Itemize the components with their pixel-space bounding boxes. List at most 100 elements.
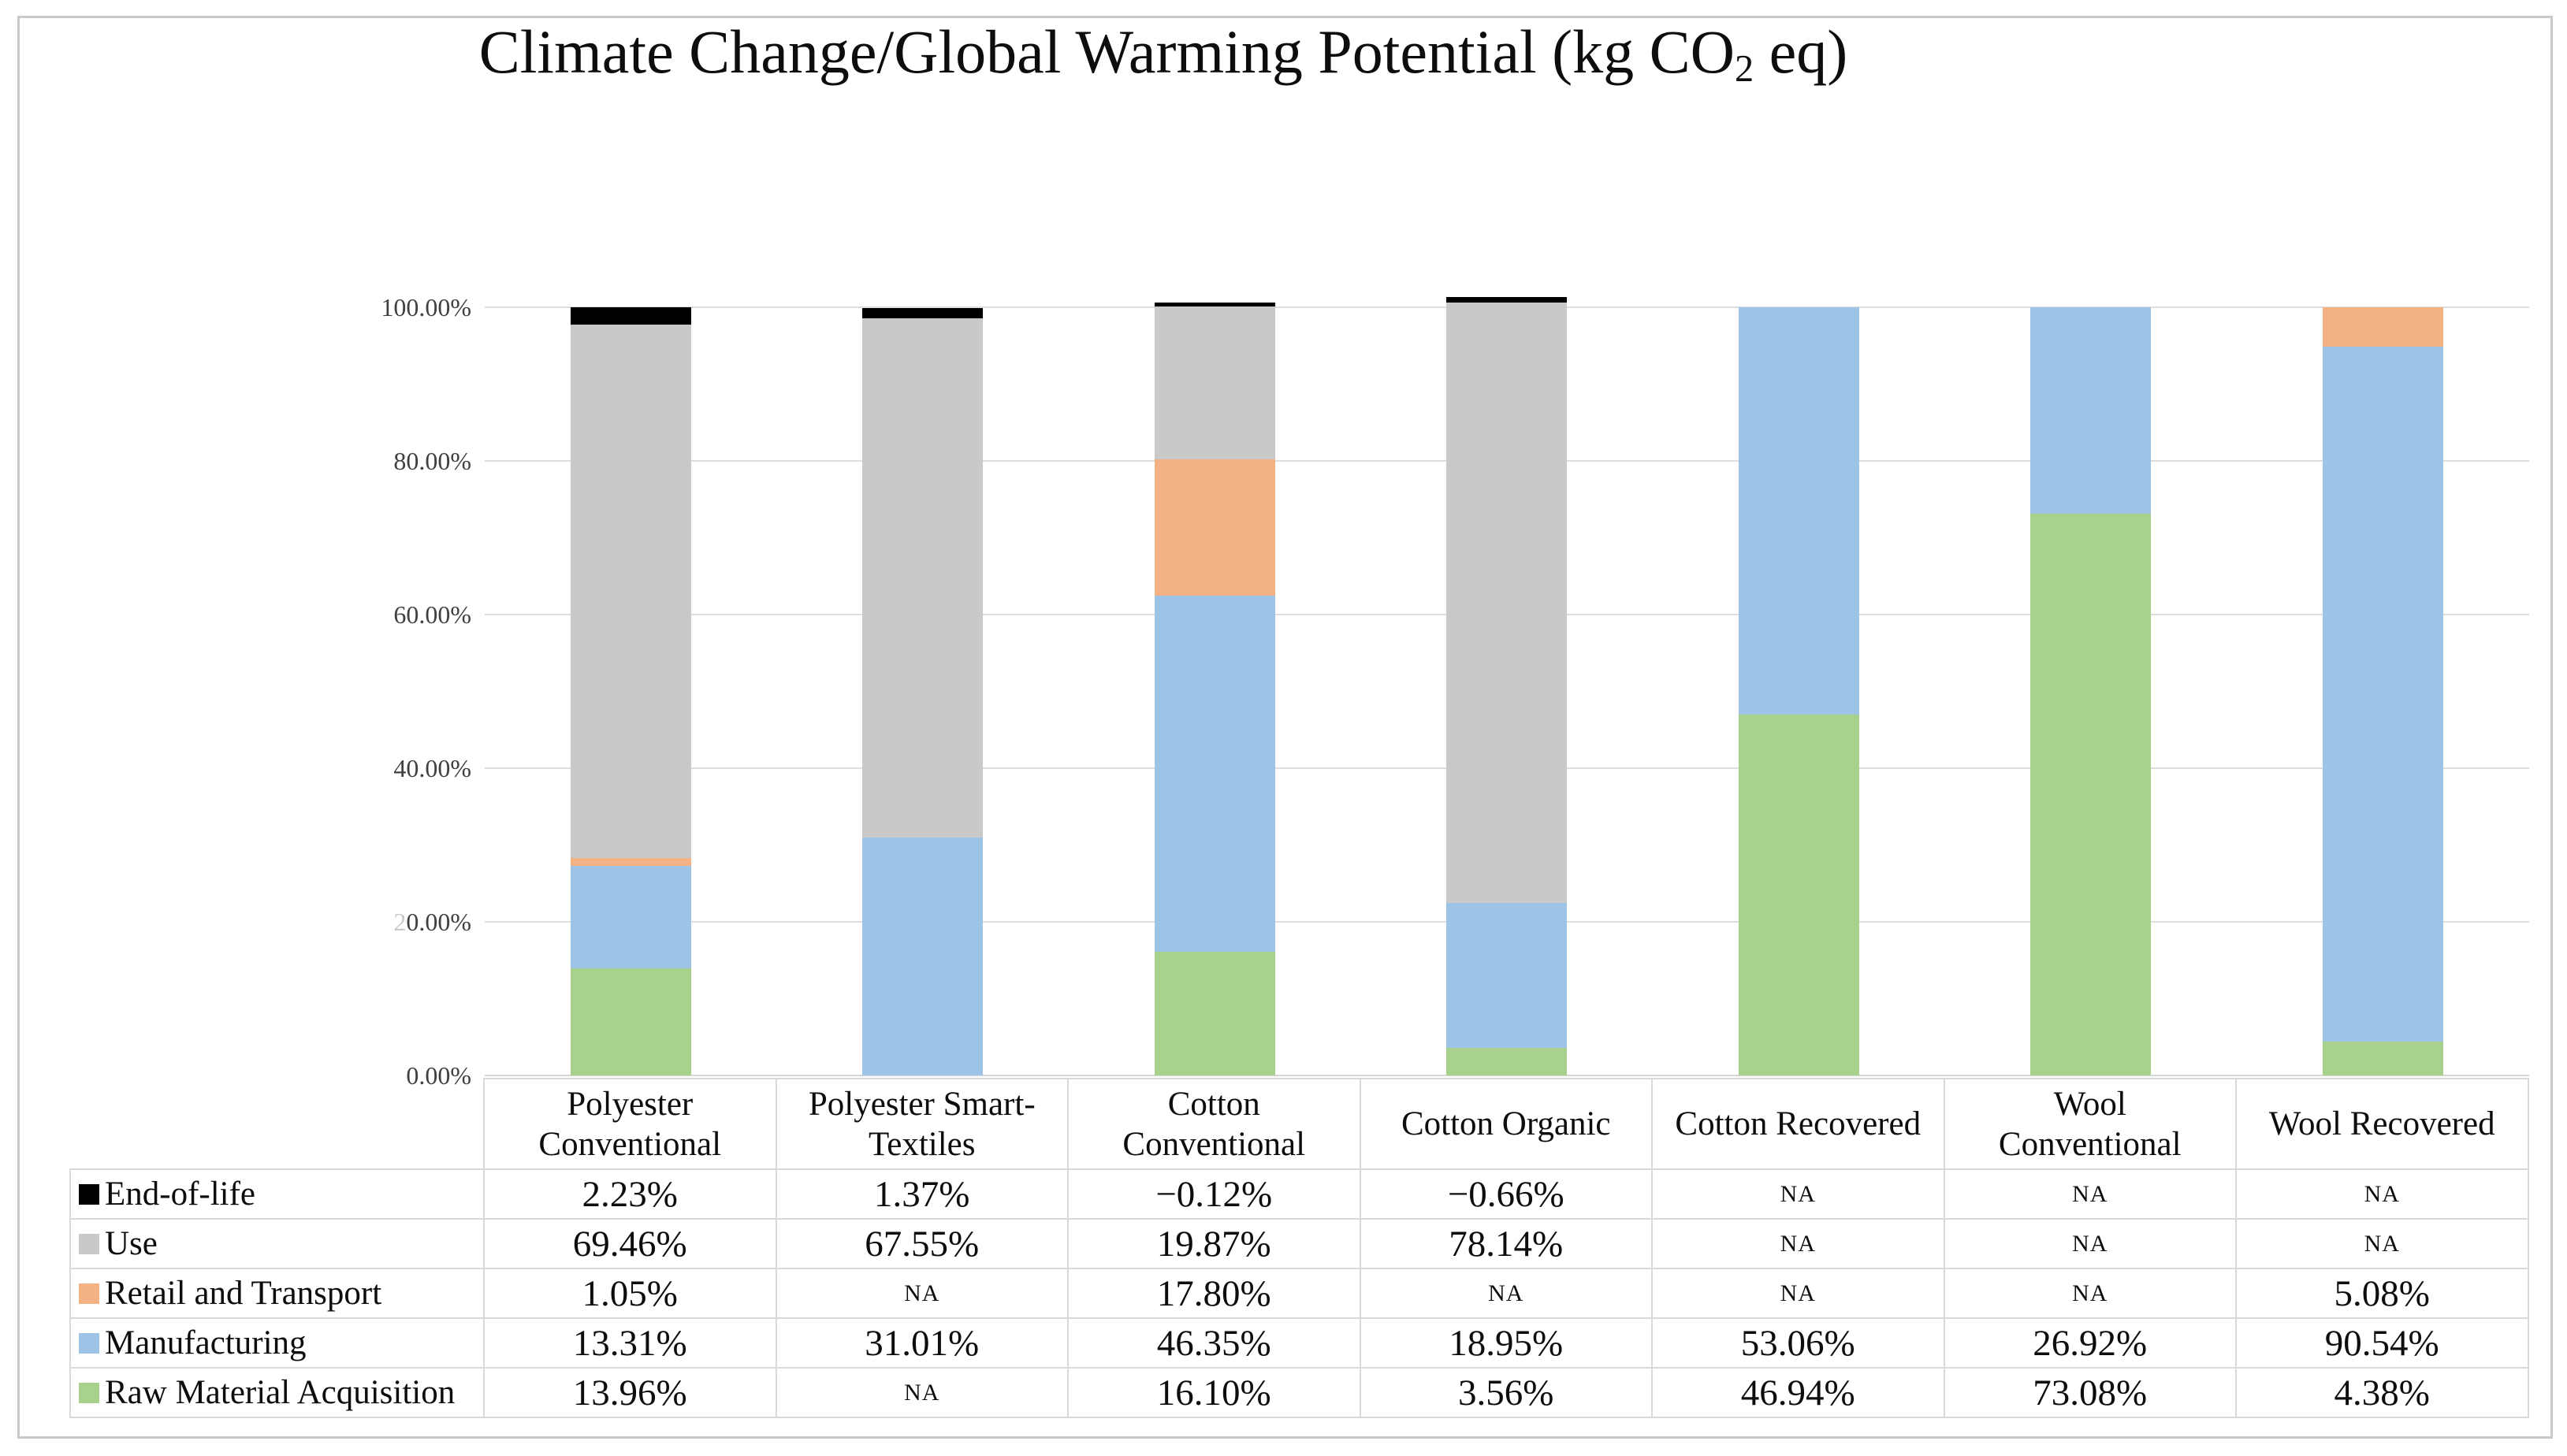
legend-cell-manufacturing: Manufacturing (69, 1319, 485, 1369)
table-value-use-cotton-organic: 78.14% (1360, 1220, 1653, 1269)
legend-cell-end-of-life: End-of-life (69, 1170, 485, 1220)
table-corner-cell (69, 1078, 485, 1170)
table-value-raw-material-acquisition-polyester-smart-textiles: NA (776, 1369, 1069, 1418)
gridline-0 (485, 1075, 2529, 1076)
table-value-manufacturing-polyester-conventional: 13.31% (485, 1319, 777, 1369)
data-table: Polyester Conventional Polyester Smart- Tex… (69, 1078, 2529, 1418)
table-header-wool-recovered: Wool Recovered (2237, 1078, 2529, 1170)
table-value-use-polyester-smart-textiles: 67.55% (776, 1220, 1069, 1269)
bar-segment-use-polyester-smart-textiles (862, 318, 984, 838)
table-value-retail-and-transport-wool-recovered: 5.08% (2237, 1269, 2529, 1319)
table-header-line: Polyester (567, 1085, 694, 1123)
legend-label: End-of-life (105, 1176, 256, 1213)
table-value-manufacturing-wool-conventional: 26.92% (1944, 1319, 2237, 1369)
table-value-retail-and-transport-cotton-organic: NA (1360, 1269, 1653, 1319)
table-value-manufacturing-cotton-conventional: 46.35% (1069, 1319, 1361, 1369)
table-header-line: Cotton Organic (1401, 1105, 1611, 1142)
table-value-retail-and-transport-cotton-recovered: NA (1653, 1269, 1945, 1319)
y-tick-label-40: 40.00% (393, 754, 471, 782)
table-value-raw-material-acquisition-polyester-conventional: 13.96% (485, 1369, 777, 1418)
legend-swatch-manufacturing (79, 1332, 99, 1354)
table-value-retail-and-transport-polyester-conventional: 1.05% (485, 1269, 777, 1319)
bar-segment-manufacturing-cotton-recovered (1738, 307, 1859, 715)
legend-cell-retail-and-transport: Retail and Transport (69, 1269, 485, 1319)
bar-polyester-smart-textiles (862, 307, 984, 1075)
table-header-line: Wool (2053, 1085, 2126, 1123)
chart-title-subscript: 2 (1734, 47, 1754, 90)
table-header-line: Polyester Smart- (808, 1085, 1036, 1123)
bar-segment-use-cotton-conventional (1154, 306, 1275, 459)
y-tick-label-20: 20.00% (393, 908, 471, 936)
bar-cotton-recovered (1738, 307, 1859, 1075)
table-header-line: Conventional (538, 1125, 722, 1163)
y-tick-label-0: 0.00% (406, 1061, 471, 1090)
table-header-line: Cotton Recovered (1675, 1105, 1922, 1142)
table-value-manufacturing-cotton-recovered: 53.06% (1653, 1319, 1945, 1369)
bar-segment-manufacturing-polyester-conventional (570, 866, 691, 968)
bar-wool-conventional (2030, 307, 2152, 1075)
table-header-wool-conventional: Wool Conventional (1944, 1078, 2237, 1170)
legend-cell-raw-material-acquisition: Raw Material Acquisition (69, 1369, 485, 1418)
table-header-cotton-recovered: Cotton Recovered (1653, 1078, 1945, 1170)
y-tick-label-100: 100.00% (381, 293, 471, 321)
table-value-retail-and-transport-wool-conventional: NA (1944, 1269, 2237, 1319)
bar-segment-raw-material-acquisition-wool-conventional (2030, 514, 2152, 1075)
bar-segment-manufacturing-wool-recovered (2322, 346, 2443, 1042)
table-value-use-wool-conventional: NA (1944, 1220, 2237, 1269)
bar-segment-manufacturing-cotton-organic (1446, 902, 1568, 1049)
bar-segment-raw-material-acquisition-cotton-recovered (1738, 715, 1859, 1075)
bar-segment-retail-and-transport-cotton-conventional (1154, 459, 1275, 596)
bar-cotton-conventional (1154, 302, 1275, 1075)
table-value-end-of-life-cotton-conventional: −0.12% (1069, 1170, 1361, 1220)
legend-label: Retail and Transport (105, 1275, 382, 1312)
bar-segment-use-polyester-conventional (570, 324, 691, 858)
table-value-end-of-life-cotton-recovered: NA (1653, 1170, 1945, 1220)
table-header-line: Wool Recovered (2268, 1105, 2495, 1142)
table-value-end-of-life-wool-conventional: NA (1944, 1170, 2237, 1220)
chart-title-main: Climate Change/Global Warming Potential … (478, 17, 1735, 86)
legend-swatch-retail-and-transport (79, 1283, 99, 1304)
table-header-line: Conventional (1998, 1125, 2182, 1163)
table-value-use-wool-recovered: NA (2237, 1220, 2529, 1269)
bar-segment-use-cotton-organic (1446, 302, 1568, 903)
legend-swatch-end-of-life (79, 1183, 99, 1205)
table-header-polyester-conventional: Polyester Conventional (485, 1078, 777, 1170)
table-header-cotton-organic: Cotton Organic (1360, 1078, 1653, 1170)
table-value-raw-material-acquisition-cotton-organic: 3.56% (1360, 1369, 1653, 1418)
legend-cell-use: Use (69, 1220, 485, 1269)
table-value-use-cotton-recovered: NA (1653, 1220, 1945, 1269)
bar-segment-retail-and-transport-polyester-conventional (570, 857, 691, 867)
table-value-manufacturing-polyester-smart-textiles: 31.01% (776, 1319, 1069, 1369)
table-value-raw-material-acquisition-cotton-recovered: 46.94% (1653, 1369, 1945, 1418)
table-header-line: Textiles (868, 1125, 976, 1163)
bar-segment-manufacturing-polyester-smart-textiles (862, 837, 984, 1075)
table-value-manufacturing-cotton-organic: 18.95% (1360, 1319, 1653, 1369)
legend-label: Manufacturing (105, 1324, 307, 1361)
bar-segment-raw-material-acquisition-cotton-conventional (1154, 952, 1275, 1075)
bar-segment-manufacturing-wool-conventional (2030, 307, 2152, 514)
bar-cotton-organic (1446, 297, 1568, 1075)
table-value-manufacturing-wool-recovered: 90.54% (2237, 1319, 2529, 1369)
legend-label: Use (105, 1225, 158, 1262)
bar-segment-raw-material-acquisition-polyester-conventional (570, 968, 691, 1075)
bar-segment-end-of-life-cotton-organic (1446, 297, 1568, 303)
y-tick-label-80: 80.00% (393, 447, 471, 475)
table-header-line: Conventional (1122, 1125, 1306, 1163)
bar-polyester-conventional (570, 306, 691, 1075)
table-header-polyester-smart-textiles: Polyester Smart- Textiles (776, 1078, 1069, 1170)
chart-title: Climate Change/Global Warming Potential … (0, 13, 2327, 100)
table-value-end-of-life-polyester-conventional: 2.23% (485, 1170, 777, 1220)
bar-segment-raw-material-acquisition-cotton-organic (1446, 1048, 1568, 1075)
table-value-raw-material-acquisition-wool-conventional: 73.08% (1944, 1369, 2237, 1418)
table-header-cotton-conventional: Cotton Conventional (1069, 1078, 1361, 1170)
bar-segment-end-of-life-polyester-smart-textiles (862, 307, 984, 319)
table-value-retail-and-transport-polyester-smart-textiles: NA (776, 1269, 1069, 1319)
legend-swatch-use (79, 1233, 99, 1254)
table-value-end-of-life-wool-recovered: NA (2237, 1170, 2529, 1220)
table-value-end-of-life-polyester-smart-textiles: 1.37% (776, 1170, 1069, 1220)
bar-wool-recovered (2322, 307, 2443, 1075)
bar-segment-retail-and-transport-wool-recovered (2322, 307, 2443, 347)
table-value-use-polyester-conventional: 69.46% (485, 1220, 777, 1269)
bar-segment-end-of-life-cotton-conventional (1154, 302, 1275, 306)
